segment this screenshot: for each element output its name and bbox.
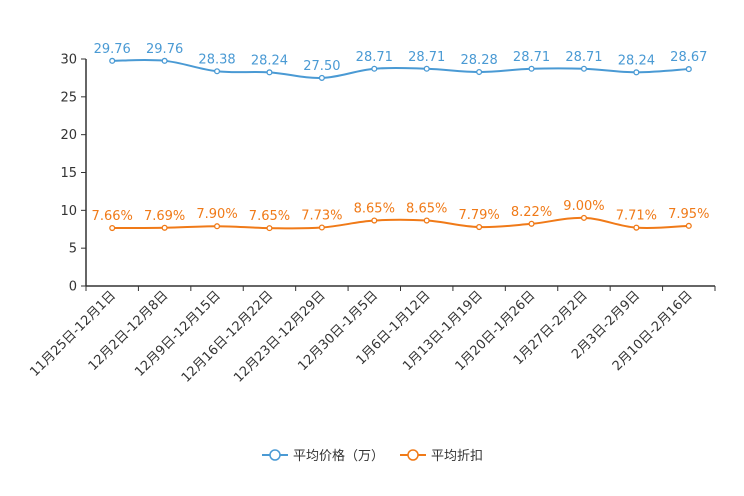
data-label: 7.95% [668,207,709,222]
data-point [161,57,168,64]
data-point [371,65,378,72]
y-tick-label: 25 [60,90,77,105]
data-point [109,57,116,64]
data-point [161,224,168,231]
data-point [423,217,430,224]
data-label: 29.76 [146,42,183,57]
data-label: 7.73% [301,209,342,224]
data-point [213,223,221,230]
series-layer: 29.76 29.76 28.38 28.24 27.50 28.71 28.71 28.28… [92,42,709,232]
x-tick-label: 12月23日-12月29日 [231,288,328,385]
data-point [528,220,535,227]
data-point [685,66,692,73]
data-label: 9.00% [563,199,604,214]
data-label: 27.50 [303,59,340,74]
data-label: 7.79% [458,208,499,223]
data-label: 28.71 [408,50,445,65]
data-point [423,65,430,72]
data-label: 28.71 [356,50,393,65]
data-label: 28.38 [198,52,235,67]
y-tick-label: 5 [69,242,77,257]
data-label: 8.65% [406,202,447,217]
data-point [213,68,221,75]
legend-item-1[interactable]: 平均折扣 [400,449,483,464]
data-point [109,224,116,232]
data-label: 8.22% [511,205,552,220]
legend-label: 平均价格（万） [293,448,384,464]
data-point [266,225,273,232]
data-point [476,68,483,76]
data-label: 7.90% [196,207,237,222]
data-label: 28.67 [670,50,707,65]
data-label: 28.24 [251,53,288,68]
data-point [476,224,483,231]
data-point [580,65,588,72]
data-point [580,214,588,221]
data-label: 28.28 [461,53,498,68]
y-tick-label: 10 [60,204,77,219]
data-point [266,69,273,76]
data-label: 7.71% [616,209,657,224]
data-label: 7.65% [249,209,290,224]
series-line [112,216,689,230]
data-point [371,217,378,224]
legend-marker-icon [269,449,281,461]
data-point [528,65,535,72]
data-point [633,69,640,76]
y-tick-label: 0 [69,280,77,295]
y-tick-label: 15 [60,166,77,181]
data-point [633,224,640,231]
data-label: 28.71 [565,50,602,65]
y-tick-label: 20 [60,128,77,143]
x-tick-label: 12月16日-12月22日 [179,288,276,385]
legend-item-0[interactable]: 平均价格（万） [262,448,384,464]
data-label: 7.69% [144,209,185,224]
legend[interactable]: 平均价格（万） 平均折扣 [262,448,483,464]
data-point [318,74,325,81]
series-1: 7.66% 7.69% 7.90% 7.65% 7.73% 8.65% 8.65% 7.79%… [92,199,709,232]
data-label: 29.76 [94,42,131,57]
data-label: 28.71 [513,50,550,65]
data-point [318,224,325,231]
series-0: 29.76 29.76 28.38 28.24 27.50 28.71 28.71 28.28… [94,42,707,81]
legend-label: 平均折扣 [431,449,483,464]
series-line [112,58,689,79]
x-tick-label: 11月25日-12月1日 [27,288,119,380]
data-label: 28.24 [618,53,655,68]
data-label: 7.66% [92,209,133,224]
data-point [685,222,692,229]
y-tick-label: 30 [60,53,77,68]
legend-marker-icon [407,449,419,461]
data-label: 8.65% [354,202,395,217]
